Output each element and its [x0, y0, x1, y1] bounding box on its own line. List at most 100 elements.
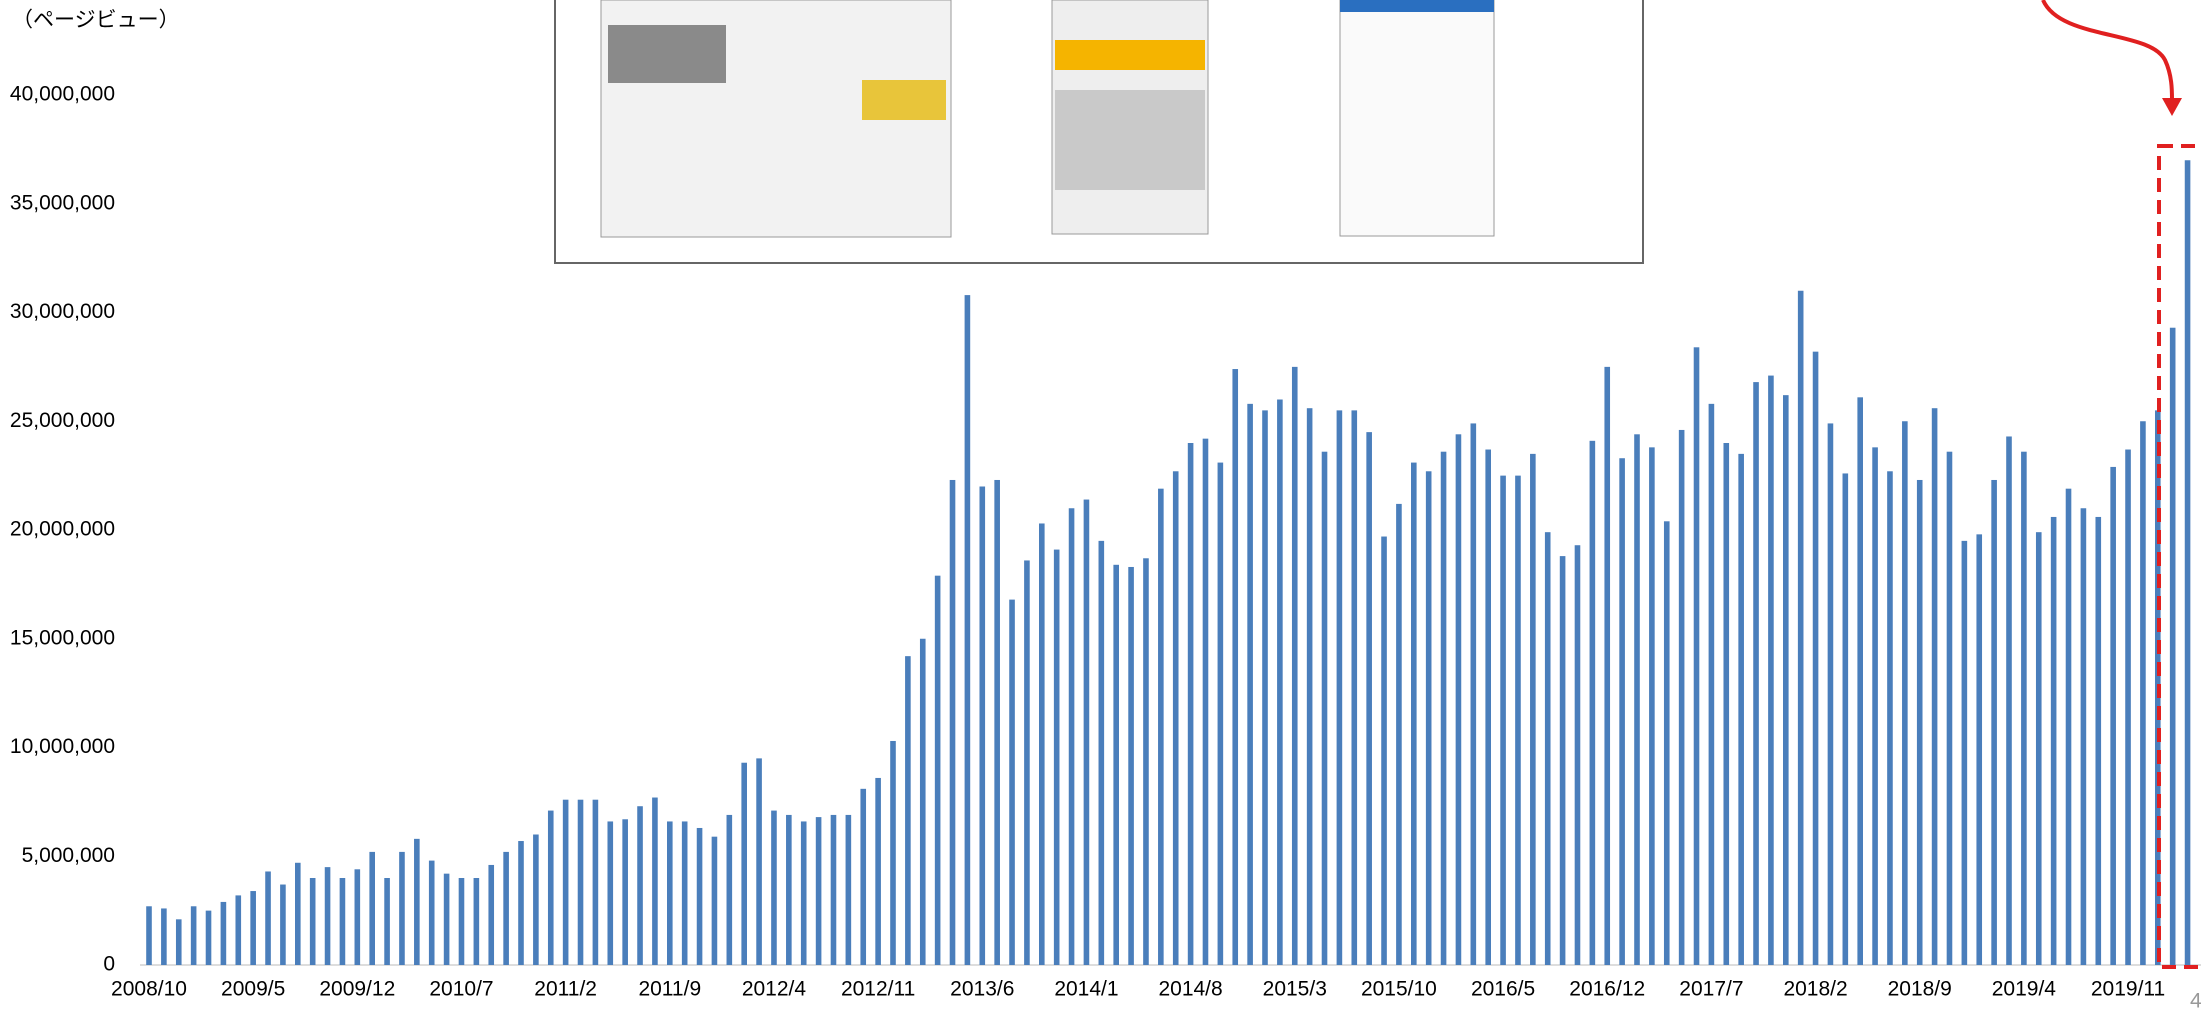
bar	[1962, 541, 1968, 965]
bar	[1485, 450, 1491, 965]
bar	[1947, 452, 1953, 965]
bar	[548, 811, 554, 965]
x-tick-label: 2015/3	[1263, 978, 1327, 1001]
bar	[2185, 160, 2191, 965]
bar	[1604, 367, 1610, 965]
bar	[1843, 473, 1849, 965]
bar	[459, 878, 465, 965]
bar	[429, 861, 435, 965]
bar	[1456, 434, 1462, 965]
bar	[1723, 443, 1729, 965]
bar	[607, 821, 613, 965]
bar	[2036, 532, 2042, 965]
inset-header	[1340, 0, 1494, 12]
x-tick-label: 2011/9	[638, 978, 701, 1001]
bar	[1292, 367, 1298, 965]
bar	[786, 815, 792, 965]
bar	[1009, 600, 1015, 965]
bar	[979, 487, 985, 966]
y-tick-label: 15,000,000	[10, 626, 115, 649]
bar	[1396, 504, 1402, 965]
x-tick-label: 2014/1	[1054, 978, 1118, 1001]
bar	[890, 741, 896, 965]
bar	[563, 800, 569, 965]
bar	[578, 800, 584, 965]
bar	[2006, 436, 2012, 965]
bar	[712, 837, 718, 965]
bar	[950, 480, 956, 965]
x-tick-label: 2013/6	[950, 978, 1014, 1001]
bar	[355, 869, 361, 965]
bar	[2095, 517, 2101, 965]
bar	[593, 800, 599, 965]
bar	[280, 885, 286, 965]
bar	[697, 828, 703, 965]
bar	[2170, 328, 2176, 965]
bar	[488, 865, 494, 965]
bar	[1337, 410, 1343, 965]
bar	[1426, 471, 1432, 965]
bar	[1158, 489, 1164, 965]
y-tick-label: 35,000,000	[10, 191, 115, 214]
bar	[474, 878, 480, 965]
bar	[1932, 408, 1938, 965]
bar	[1188, 443, 1194, 965]
bar	[2021, 452, 2027, 965]
bar	[1575, 545, 1581, 965]
bar	[146, 906, 152, 965]
bar	[1203, 439, 1209, 965]
bar	[1649, 447, 1655, 965]
bar	[1813, 352, 1819, 965]
bar	[652, 798, 658, 965]
x-tick-label: 2018/2	[1783, 978, 1847, 1001]
bar	[2081, 508, 2087, 965]
bar	[1173, 471, 1179, 965]
bar	[667, 821, 673, 965]
y-tick-label: 20,000,000	[10, 518, 115, 541]
bar	[1768, 376, 1774, 965]
bar	[1679, 430, 1685, 965]
bar	[905, 656, 911, 965]
bar	[533, 835, 539, 966]
bar	[1054, 550, 1060, 965]
bar	[1307, 408, 1313, 965]
x-tick-label: 2018/9	[1888, 978, 1952, 1001]
bar	[1128, 567, 1134, 965]
y-tick-label: 5,000,000	[22, 844, 115, 867]
bar	[2051, 517, 2057, 965]
bar	[935, 576, 941, 965]
x-tick-label: 2014/8	[1158, 978, 1222, 1001]
bar	[503, 852, 509, 965]
bar	[1143, 558, 1149, 965]
bar	[1113, 565, 1119, 965]
x-tick-label: 2017/7	[1679, 978, 1743, 1001]
x-tick-label: 2009/12	[319, 978, 395, 1001]
inset-ad	[862, 80, 946, 120]
x-tick-label: 2012/4	[742, 978, 807, 1001]
y-tick-label: 25,000,000	[10, 409, 115, 432]
arrow-head	[2162, 98, 2182, 116]
bar	[1039, 523, 1045, 965]
bar	[1099, 541, 1105, 965]
x-tick-label: 2012/11	[841, 978, 915, 1001]
bar	[176, 919, 182, 965]
x-tick-label: 2008/10	[111, 978, 187, 1001]
x-tick-label: 2019/11	[2091, 978, 2165, 1001]
bar	[1887, 471, 1893, 965]
bar	[801, 821, 807, 965]
x-tick-label: 2019/4	[1992, 978, 2057, 1001]
bar	[1084, 500, 1090, 965]
bar	[310, 878, 316, 965]
bar	[2066, 489, 2072, 965]
bar	[875, 778, 881, 965]
bar	[1753, 382, 1759, 965]
bar	[1500, 476, 1506, 965]
x-tick-label: 2010/7	[429, 978, 493, 1001]
bar	[682, 821, 688, 965]
bar	[444, 874, 450, 965]
bar	[1411, 463, 1417, 965]
bar	[1560, 556, 1566, 965]
x-tick-label: 2016/5	[1471, 978, 1535, 1001]
bar	[860, 789, 866, 965]
bar	[1590, 441, 1596, 965]
